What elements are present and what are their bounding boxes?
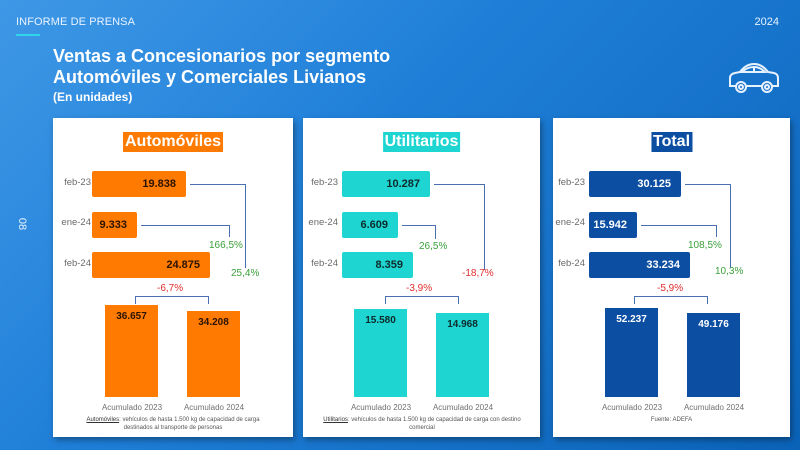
row-label: ene-24 xyxy=(61,217,91,228)
bracket-line xyxy=(135,296,208,297)
connector-line xyxy=(435,225,436,239)
column-label: Acumulado 2023 xyxy=(350,403,412,412)
connector-line xyxy=(716,225,717,237)
row-label: feb-23 xyxy=(558,177,585,188)
panel-total: Total feb-23 30.125 ene-24 15.942 feb-24… xyxy=(553,118,790,437)
footnote-text: : vehículos de hasta 1.500 kg de capacid… xyxy=(347,417,521,431)
panel-title: Total xyxy=(650,132,693,152)
column-2023: 15.580 xyxy=(354,309,407,397)
connector-line xyxy=(484,184,485,270)
variation-cumulative: -5,9% xyxy=(657,283,684,294)
column-2024: 34.208 xyxy=(187,311,240,397)
column-label: Acumulado 2024 xyxy=(432,403,494,412)
connector-line xyxy=(641,225,716,226)
bracket-line xyxy=(458,296,459,304)
bracket-line xyxy=(634,296,635,304)
row-label: feb-23 xyxy=(64,177,91,188)
connector-line xyxy=(141,225,229,226)
connector-line xyxy=(229,225,230,237)
bar-feb-24: 8.359 xyxy=(342,252,413,278)
bar-feb-23: 30.125 xyxy=(589,171,681,197)
bracket-line xyxy=(385,296,386,304)
connector-line xyxy=(402,225,435,226)
variation-yearly: 10,3% xyxy=(715,266,744,277)
column-2023: 36.657 xyxy=(105,305,158,397)
variation-yearly: 25,4% xyxy=(231,268,260,279)
report-label: INFORME DE PRENSA xyxy=(16,16,136,28)
bracket-line xyxy=(135,296,136,304)
connector-line xyxy=(730,184,731,268)
title-line-1: Ventas a Concesionarios por segmento xyxy=(53,46,391,66)
connector-line xyxy=(434,184,484,185)
footnote-term: Automóviles xyxy=(86,417,120,423)
variation-cumulative: -6,7% xyxy=(157,283,184,294)
row-label: feb-24 xyxy=(558,258,585,269)
bracket-line xyxy=(634,296,707,297)
bracket-line xyxy=(707,296,708,304)
panel-automoviles: Automóviles feb-23 19.838 ene-24 9.333 f… xyxy=(53,118,293,437)
panel-utilitarios: Utilitarios feb-23 10.287 ene-24 6.609 f… xyxy=(303,118,540,437)
row-label: feb-23 xyxy=(311,177,338,188)
column-2024: 14.968 xyxy=(436,313,489,397)
footnote: Automóviles: vehículos de hasta 1.500 kg… xyxy=(73,416,273,432)
row-label: feb-24 xyxy=(64,258,91,269)
column-label: Acumulado 2023 xyxy=(101,403,163,412)
car-icon xyxy=(729,62,779,93)
footnote-term: Utilitarios xyxy=(323,417,348,423)
variation-monthly: 26,5% xyxy=(419,241,448,252)
column-2023: 52.237 xyxy=(605,308,658,397)
row-label: feb-24 xyxy=(311,258,338,269)
header-accent-line xyxy=(16,34,40,36)
connector-line xyxy=(685,184,730,185)
bracket-line xyxy=(385,296,458,297)
page-subtitle: (En unidades) xyxy=(53,90,133,104)
footnote: Utilitarios: vehículos de hasta 1.500 kg… xyxy=(311,416,533,432)
bar-ene-24: 6.609 xyxy=(342,212,398,238)
bar-ene-24: 9.333 xyxy=(92,212,137,238)
variation-yearly: -18,7% xyxy=(462,268,494,279)
bar-feb-24: 33.234 xyxy=(589,252,690,278)
page-title: Ventas a Concesionarios por segmento Aut… xyxy=(53,46,390,88)
connector-line xyxy=(245,184,246,268)
bar-feb-23: 10.287 xyxy=(342,171,430,197)
report-year: 2024 xyxy=(754,16,779,28)
row-label: ene-24 xyxy=(555,217,585,228)
bar-ene-24: 15.942 xyxy=(589,212,637,238)
panel-title: Utilitarios xyxy=(382,132,461,152)
row-label: ene-24 xyxy=(308,217,338,228)
column-label: Acumulado 2023 xyxy=(601,403,663,412)
variation-monthly: 108,5% xyxy=(688,240,722,251)
title-line-2: Automóviles y Comerciales Livianos xyxy=(53,67,367,87)
column-label: Acumulado 2024 xyxy=(683,403,745,412)
bar-feb-24: 24.875 xyxy=(92,252,210,278)
column-label: Acumulado 2024 xyxy=(183,403,245,412)
bar-feb-23: 19.838 xyxy=(92,171,186,197)
column-2024: 49.176 xyxy=(687,313,740,397)
bracket-line xyxy=(208,296,209,304)
panel-title: Automóviles xyxy=(122,132,224,152)
variation-cumulative: -3,9% xyxy=(406,283,433,294)
source-note: Fuente: ADEFA xyxy=(650,417,693,423)
page-number: 08 xyxy=(16,217,29,231)
connector-line xyxy=(190,184,245,185)
variation-monthly: 166,5% xyxy=(209,240,243,251)
footnote-text: : vehículos de hasta 1.500 kg de capacid… xyxy=(119,417,260,431)
